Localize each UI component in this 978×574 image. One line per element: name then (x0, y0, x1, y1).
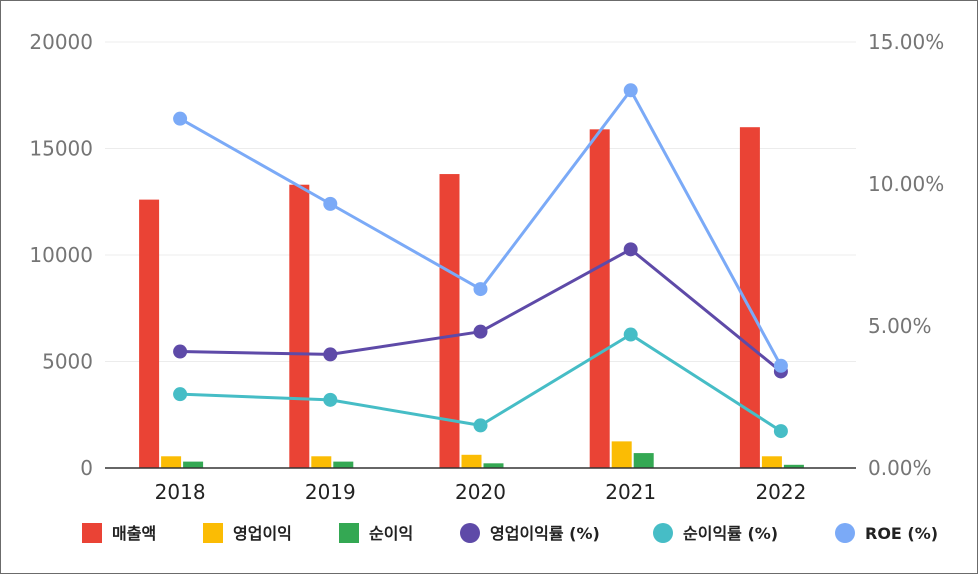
legend-label: 영업이익 (233, 524, 292, 543)
line-point (173, 344, 188, 359)
bar (783, 464, 804, 468)
line-point (473, 324, 488, 339)
line-point (773, 424, 788, 439)
legend-label: 순이익률 (%) (683, 524, 778, 543)
line-point (473, 418, 488, 433)
bar (439, 174, 460, 468)
legend-swatch (203, 523, 223, 543)
right-tick-label: 10.00% (868, 172, 944, 196)
right-tick-label: 15.00% (868, 30, 944, 54)
x-tick-label: 2018 (155, 480, 206, 504)
lines (173, 83, 788, 439)
line-point (173, 111, 188, 126)
bar (139, 199, 160, 468)
bar (333, 461, 354, 468)
left-tick-label: 5000 (42, 350, 93, 374)
x-tick-label: 2021 (605, 480, 656, 504)
line-point (323, 347, 338, 362)
legend-swatch (82, 523, 102, 543)
bar (761, 456, 782, 468)
legend-label: 영업이익률 (%) (490, 524, 600, 543)
legend-label: ROE (%) (865, 524, 938, 543)
legend-swatch (653, 523, 673, 543)
line-point (173, 387, 188, 402)
legend-swatch (460, 523, 480, 543)
bars (139, 127, 804, 468)
bar (289, 184, 310, 468)
line-point (323, 196, 338, 211)
right-axis-ticks: 0.00% 5.00% 10.00% 15.00% (868, 30, 944, 480)
line-point (473, 282, 488, 297)
bar (461, 454, 482, 468)
bar (633, 453, 654, 468)
bar (183, 461, 204, 468)
line-point (623, 327, 638, 342)
bar (311, 456, 332, 468)
bar (483, 463, 504, 468)
bar (161, 456, 182, 468)
line-point (623, 242, 638, 257)
left-axis-ticks: 0 5000 10000 15000 20000 (29, 30, 93, 480)
bar (739, 127, 760, 468)
left-tick-label: 0 (80, 456, 93, 480)
bar (611, 441, 632, 468)
legend-label: 순이익 (369, 524, 413, 543)
legend-swatch (339, 523, 359, 543)
series-line (180, 333, 782, 433)
bar (589, 129, 610, 468)
line-point (623, 83, 638, 98)
x-axis-ticks: 2018 2019 2020 2021 2022 (155, 480, 807, 504)
left-tick-label: 20000 (29, 30, 93, 54)
right-tick-label: 5.00% (868, 314, 932, 338)
line-point (323, 392, 338, 407)
x-tick-label: 2022 (755, 480, 806, 504)
x-tick-label: 2020 (455, 480, 506, 504)
legend-swatch (835, 523, 855, 543)
series-line (179, 88, 783, 367)
right-tick-label: 0.00% (868, 456, 932, 480)
x-tick-label: 2019 (305, 480, 356, 504)
left-tick-label: 15000 (29, 137, 93, 161)
legend-label: 매출액 (112, 524, 156, 543)
legend: 매출액 영업이익 순이익 영업이익률 (%) 순이익률 (%) ROE (%) (82, 523, 938, 543)
line-point (773, 358, 788, 373)
left-tick-label: 10000 (29, 243, 93, 267)
series-line (180, 247, 782, 373)
